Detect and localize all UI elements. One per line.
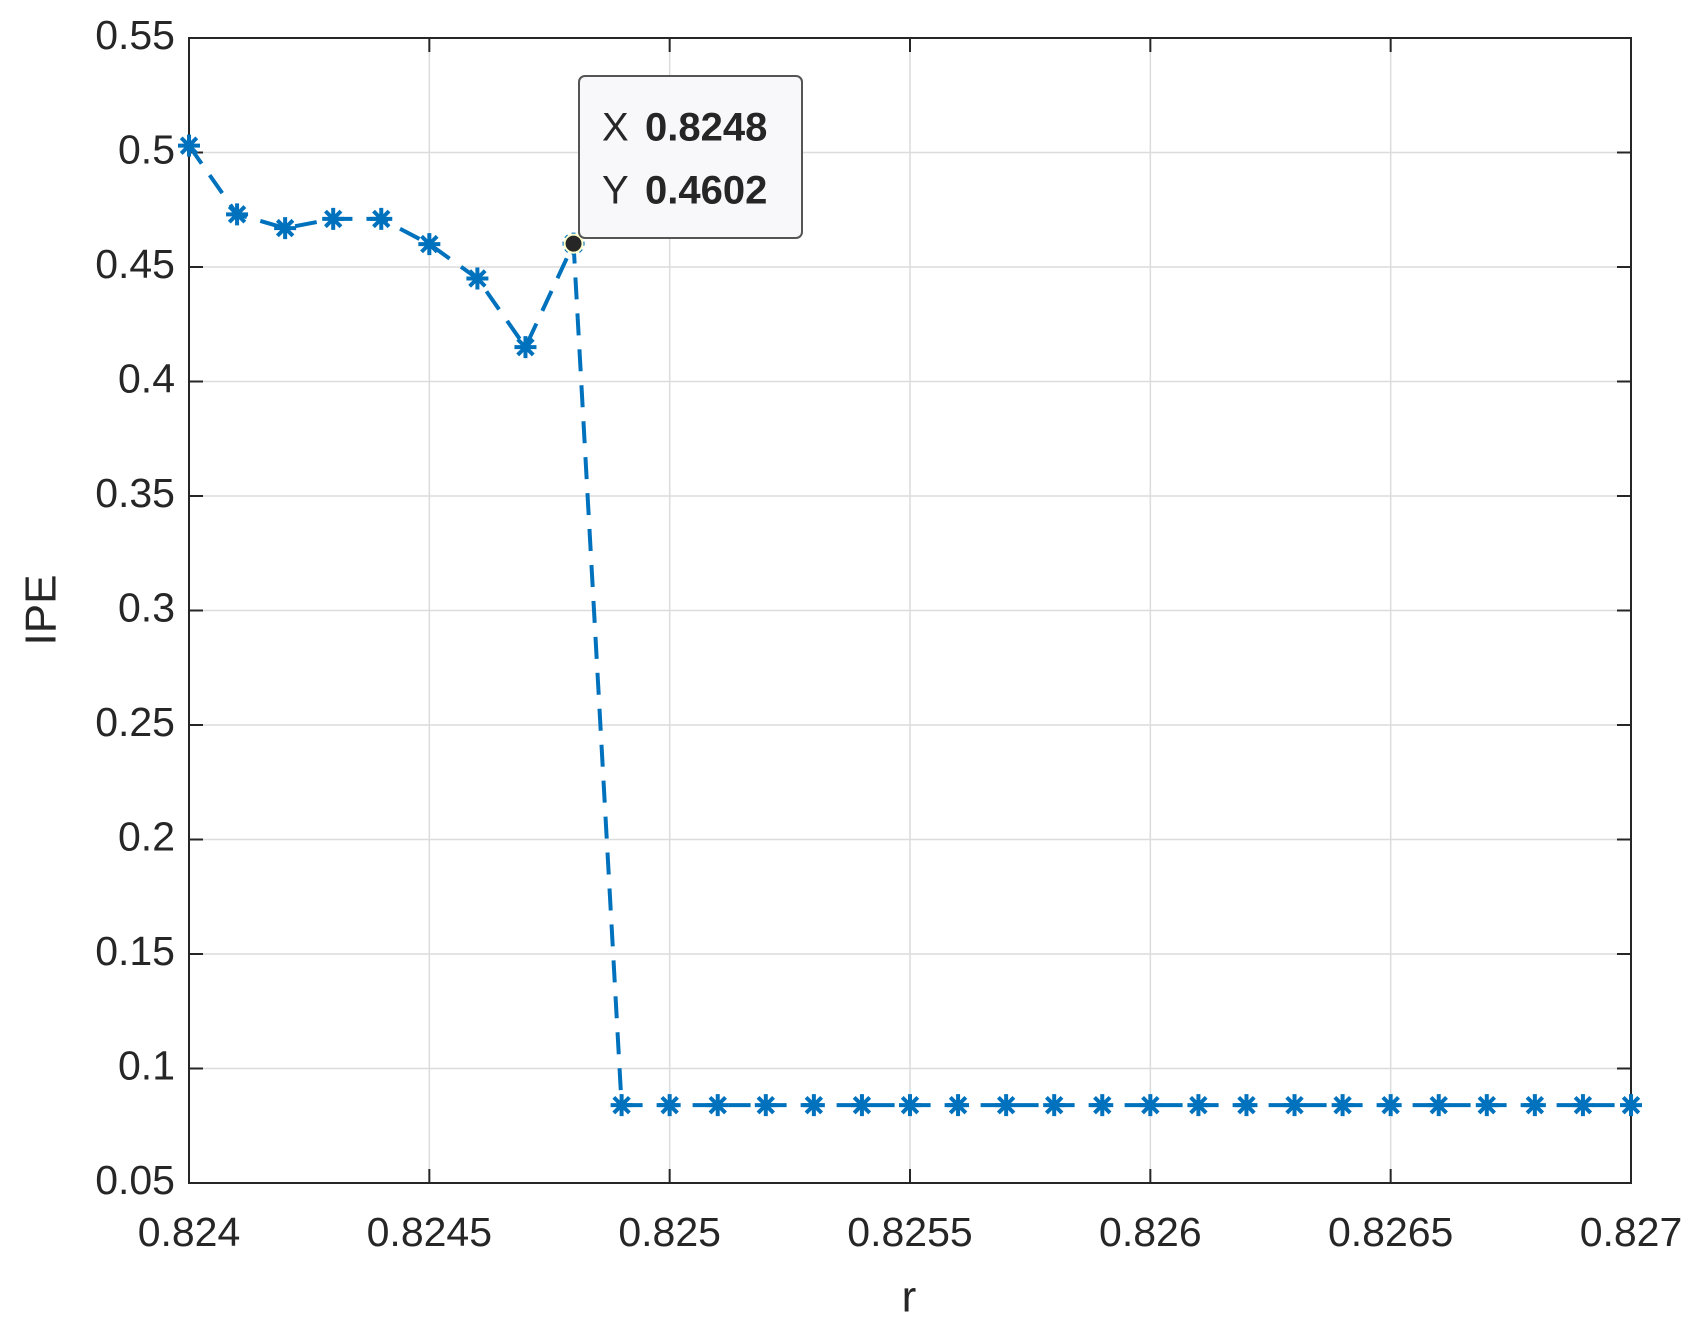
data-marker: [610, 1094, 633, 1117]
data-marker: [226, 203, 249, 226]
y-tick-label: 0.5: [118, 126, 175, 172]
data-marker: [1427, 1094, 1450, 1117]
y-tick-label: 0.1: [118, 1042, 175, 1088]
datatip-y-value: 0.4602: [645, 169, 767, 213]
data-marker: [754, 1094, 777, 1117]
data-marker: [802, 1094, 825, 1117]
data-marker: [1379, 1094, 1402, 1117]
data-marker: [1571, 1094, 1594, 1117]
data-marker: [850, 1094, 873, 1117]
y-tick-label: 0.35: [95, 470, 175, 516]
datatip-box: [578, 75, 803, 239]
data-marker: [658, 1094, 681, 1117]
y-tick-label: 0.2: [118, 813, 175, 859]
datatip-x-label: X: [602, 106, 629, 150]
data-marker: [322, 207, 345, 230]
x-tick-label: 0.8265: [1328, 1209, 1453, 1255]
x-tick-label: 0.8255: [847, 1209, 972, 1255]
data-marker: [1620, 1094, 1642, 1117]
data-marker: [1523, 1094, 1546, 1117]
y-tick-label: 0.3: [118, 584, 175, 630]
datatip-y-label: Y: [602, 169, 629, 213]
data-marker: [274, 217, 297, 240]
x-tick-label: 0.824: [138, 1209, 241, 1255]
x-tick-label: 0.827: [1580, 1209, 1683, 1255]
data-marker: [178, 134, 200, 157]
data-marker: [899, 1094, 921, 1117]
y-tick-label: 0.4: [118, 355, 175, 401]
data-marker: [1475, 1094, 1498, 1117]
y-tick-label: 0.05: [95, 1157, 175, 1203]
y-tick-label: 0.55: [95, 12, 175, 58]
data-marker: [514, 336, 537, 359]
x-axis-label: r: [902, 1273, 917, 1322]
y-tick-label: 0.45: [95, 241, 175, 287]
data-marker: [1187, 1094, 1210, 1117]
y-tick-label: 0.15: [95, 928, 175, 974]
data-marker: [706, 1094, 729, 1117]
x-tick-label: 0.826: [1099, 1209, 1202, 1255]
data-marker: [1091, 1094, 1114, 1117]
data-marker: [370, 207, 393, 230]
x-tick-label: 0.825: [618, 1209, 721, 1255]
x-tick-label: 0.8245: [367, 1209, 492, 1255]
data-marker: [418, 233, 441, 256]
data-marker: [466, 267, 489, 290]
data-marker: [1283, 1094, 1306, 1117]
data-marker: [1331, 1094, 1354, 1117]
y-tick-label: 0.25: [95, 699, 175, 745]
data-marker: [1043, 1094, 1066, 1117]
data-marker: [995, 1094, 1018, 1117]
y-axis-label: IPE: [17, 575, 66, 646]
axes-box: [188, 37, 1632, 1184]
datatip-x-value: 0.8248: [645, 106, 767, 150]
datatip-point: [563, 233, 584, 254]
data-marker: [1139, 1094, 1162, 1117]
data-marker: [947, 1094, 970, 1117]
data-marker: [1235, 1094, 1258, 1117]
